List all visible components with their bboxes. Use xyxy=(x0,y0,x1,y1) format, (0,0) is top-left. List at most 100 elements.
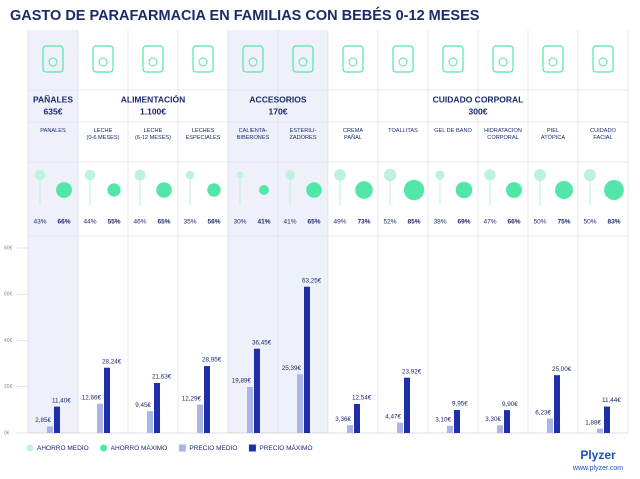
saving-circle xyxy=(285,170,295,180)
bar xyxy=(347,425,353,433)
saving-circle xyxy=(34,169,46,181)
category-label: LECHE (0-6 MESES) xyxy=(86,128,120,141)
icon-detail xyxy=(198,57,208,67)
bar-label: 21,63€ xyxy=(152,374,172,381)
y-tick-label: 20€ xyxy=(4,384,13,390)
bar xyxy=(147,411,153,433)
saving-circle xyxy=(584,169,596,181)
bar xyxy=(304,286,310,433)
category-label-box: TOALLITAS xyxy=(388,128,418,134)
saving-circle xyxy=(156,182,172,198)
saving-label: 49% xyxy=(333,219,346,226)
saving-circle xyxy=(185,170,195,180)
legend-label: AHORRO MÁXIMO xyxy=(111,443,168,452)
saving-circle xyxy=(84,169,96,181)
saving-circle xyxy=(107,183,121,197)
icon xyxy=(592,45,614,73)
bar-label: 25,00€ xyxy=(552,366,572,373)
category-label-box: CALIENTA- BIBERONES xyxy=(236,128,270,141)
group-total: 300€ xyxy=(469,106,488,116)
bar-label: 12,29€ xyxy=(182,395,202,402)
icon-detail xyxy=(548,57,558,67)
saving-circle xyxy=(604,180,624,200)
saving-circle xyxy=(134,169,146,181)
saving-label: 56% xyxy=(207,219,220,226)
bar xyxy=(47,426,53,433)
saving-label: 38% xyxy=(433,219,446,226)
bar-label: 1,88€ xyxy=(585,419,601,426)
legend-marker xyxy=(248,444,256,452)
saving-circle xyxy=(403,179,425,201)
icon xyxy=(142,45,164,73)
category-label-box: LECHE (6-12 MESES) xyxy=(135,128,171,141)
category-label: PAÑALES xyxy=(40,128,66,134)
legend-marker xyxy=(100,444,108,452)
category-label-box: LECHES ESPECIALES xyxy=(185,128,221,141)
icon xyxy=(192,45,214,73)
url: www.plyzer.com xyxy=(572,465,623,472)
saving-circle xyxy=(455,181,473,199)
bar-label: 19,89€ xyxy=(232,378,252,385)
saving-label: 73% xyxy=(357,219,370,226)
bar xyxy=(547,418,553,433)
saving-label: 50% xyxy=(583,219,596,226)
category-label-box: ESTERILI- ZADORES xyxy=(289,128,316,141)
bar xyxy=(154,382,160,433)
bar xyxy=(447,425,453,433)
saving-circle xyxy=(56,182,72,198)
legend-marker xyxy=(178,444,186,452)
icon xyxy=(492,45,514,73)
bar xyxy=(497,425,503,433)
bar-label: 11,40€ xyxy=(52,397,71,404)
icon xyxy=(242,45,264,73)
icon-detail xyxy=(398,57,408,67)
category-label: CALIENTA- BIBERONES xyxy=(236,128,270,141)
icon-detail xyxy=(98,57,108,67)
group-total: 170€ xyxy=(269,106,288,116)
bar xyxy=(197,404,203,433)
bar xyxy=(404,377,410,433)
bar-label: 9,90€ xyxy=(502,401,518,408)
saving-label: 35% xyxy=(183,219,196,226)
bar-label: 9,45€ xyxy=(135,402,151,409)
saving-label: 66% xyxy=(57,219,70,226)
bar-label: 2,85€ xyxy=(35,417,51,424)
saving-label: 85% xyxy=(407,219,420,226)
icon xyxy=(392,45,414,73)
saving-label: 69% xyxy=(457,219,470,226)
saving-label: 65% xyxy=(157,219,170,226)
saving-label: 55% xyxy=(107,219,120,226)
bar-label: 25,39€ xyxy=(282,365,302,372)
legend-label: AHORRO MEDIO xyxy=(37,445,89,452)
category-label: PIEL ATÓPICA xyxy=(540,128,566,141)
saving-label: 83% xyxy=(607,219,620,226)
saving-label: 43% xyxy=(33,219,46,226)
category-label-box: CUIDADO FACIAL xyxy=(590,128,616,141)
bar-label: 23,92€ xyxy=(402,368,422,375)
category-label: LECHES ESPECIALES xyxy=(185,128,221,141)
bar xyxy=(397,422,403,433)
category-label-box: PIEL ATÓPICA xyxy=(540,128,566,141)
bar xyxy=(604,406,610,433)
saving-label: 47% xyxy=(483,219,496,226)
icon-detail xyxy=(298,57,308,67)
saving-label: 75% xyxy=(557,219,570,226)
saving-label: 41% xyxy=(257,219,270,226)
saving-label: 52% xyxy=(383,219,396,226)
icon xyxy=(442,45,464,73)
saving-circle xyxy=(334,169,346,181)
icon-detail xyxy=(348,57,358,67)
bar xyxy=(354,404,360,433)
saving-circle xyxy=(236,171,244,179)
bar xyxy=(204,366,210,433)
y-tick-label: 80€ xyxy=(4,245,13,251)
bar xyxy=(54,406,60,433)
category-label: TOALLITAS xyxy=(388,128,418,134)
bar-label: 11,44€ xyxy=(602,397,621,404)
icon-detail xyxy=(48,57,58,67)
bar-label: 12,54€ xyxy=(352,395,372,402)
bar xyxy=(504,410,510,433)
bar-label: 36,45€ xyxy=(252,339,272,346)
icon-detail xyxy=(148,57,158,67)
category-label-box: HIDRATACIÓN CORPORAL xyxy=(484,128,522,141)
